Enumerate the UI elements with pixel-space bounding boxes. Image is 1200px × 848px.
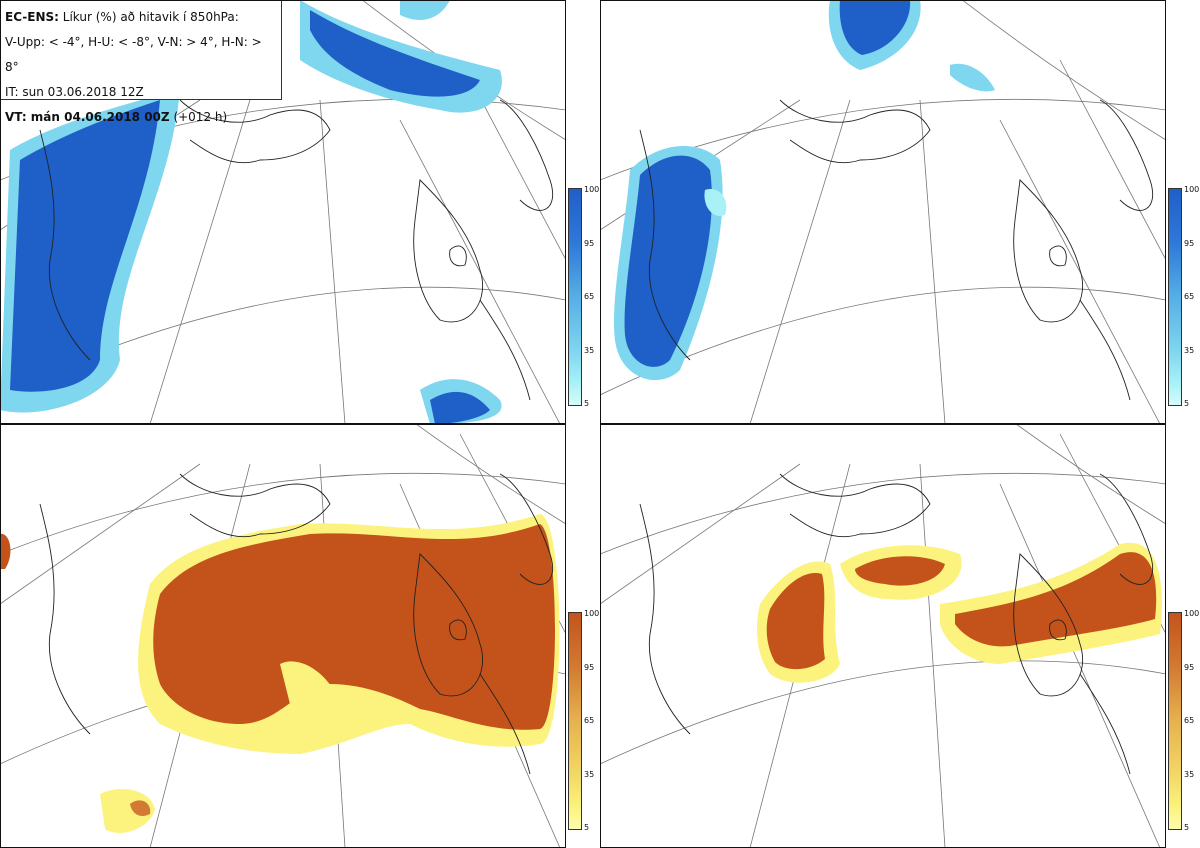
- probability-field-warm: [0, 514, 560, 833]
- colorbar-warm-lower-left: 100 95 65 35 5: [568, 609, 600, 832]
- init-time: IT: sun 03.06.2018 12Z: [5, 85, 144, 99]
- colorbar-cold-upper-right: 100 95 65 35 5: [1168, 185, 1200, 408]
- map-canvas: [600, 0, 1166, 424]
- colorbar-tick-label: 65: [1184, 292, 1195, 301]
- colorbar-tick-label: 35: [1184, 769, 1195, 779]
- valid-time: VT: mán 04.06.2018 00Z: [5, 110, 170, 124]
- colorbar-tick-label: 100: [1184, 185, 1200, 194]
- colorbar-tick-label: 95: [1184, 662, 1195, 672]
- colorbar-gradient: [568, 188, 582, 406]
- map-canvas: [0, 0, 566, 424]
- info-title-line: EC-ENS: Líkur (%) að hitavik í 850hPa:: [5, 5, 277, 30]
- colorbar-gradient: [568, 612, 582, 830]
- map-panel-lower-left: [0, 424, 566, 848]
- colorbar-tick-label: 5: [584, 823, 590, 832]
- colorbar-tick-label: 35: [1184, 345, 1195, 355]
- colorbar-gradient: [1168, 188, 1182, 406]
- colorbar-gradient: [1168, 612, 1182, 830]
- colorbar-tick-label: 95: [584, 238, 595, 248]
- colorbar-tick-label: 95: [584, 662, 595, 672]
- colorbar-tick-label: 100: [584, 609, 600, 618]
- colorbar-tick-label: 100: [1184, 609, 1200, 618]
- map-panel-upper-right: [600, 0, 1166, 424]
- probability-field-cold: [0, 0, 502, 424]
- colorbar-tick-label: 95: [1184, 238, 1195, 248]
- coastlines: [639, 473, 1154, 775]
- colorbar-tick-label: 35: [584, 769, 595, 779]
- model-label: EC-ENS:: [5, 10, 59, 24]
- info-title: Líkur (%) að hitavik í 850hPa:: [62, 10, 239, 24]
- coastlines: [639, 99, 1154, 401]
- colorbar-tick-label: 65: [1184, 716, 1195, 725]
- colorbar-tick-label: 5: [1184, 399, 1190, 408]
- map-canvas: [600, 424, 1166, 848]
- coastlines: [39, 99, 554, 401]
- colorbar-tick-label: 5: [1184, 823, 1190, 832]
- map-canvas: [0, 424, 566, 848]
- coastlines: [39, 473, 554, 775]
- colorbar-cold-upper-left: 100 95 65 35 5: [568, 185, 600, 408]
- map-info-box: EC-ENS: Líkur (%) að hitavik í 850hPa: V…: [0, 0, 282, 124]
- colorbar-tick-label: 35: [584, 345, 595, 355]
- lead-time: (+012 h): [173, 110, 228, 124]
- probability-field-warm: [757, 542, 1162, 683]
- map-panel-lower-right: [600, 424, 1166, 848]
- colorbar-tick-label: 65: [584, 716, 595, 725]
- colorbar-warm-lower-right: 100 95 65 35 5: [1168, 609, 1200, 832]
- valid-time-line: VT: mán 04.06.2018 00Z (+012 h): [5, 105, 277, 130]
- colorbar-tick-label: 65: [584, 292, 595, 301]
- probability-field-cold: [613, 0, 995, 380]
- colorbar-tick-label: 100: [584, 185, 600, 194]
- map-panel-upper-left: EC-ENS: Líkur (%) að hitavik í 850hPa: V…: [0, 0, 566, 424]
- colorbar-tick-label: 5: [584, 399, 590, 408]
- threshold-legend: V-Upp: < -4°, H-U: < -8°, V-N: > 4°, H-N…: [5, 35, 262, 74]
